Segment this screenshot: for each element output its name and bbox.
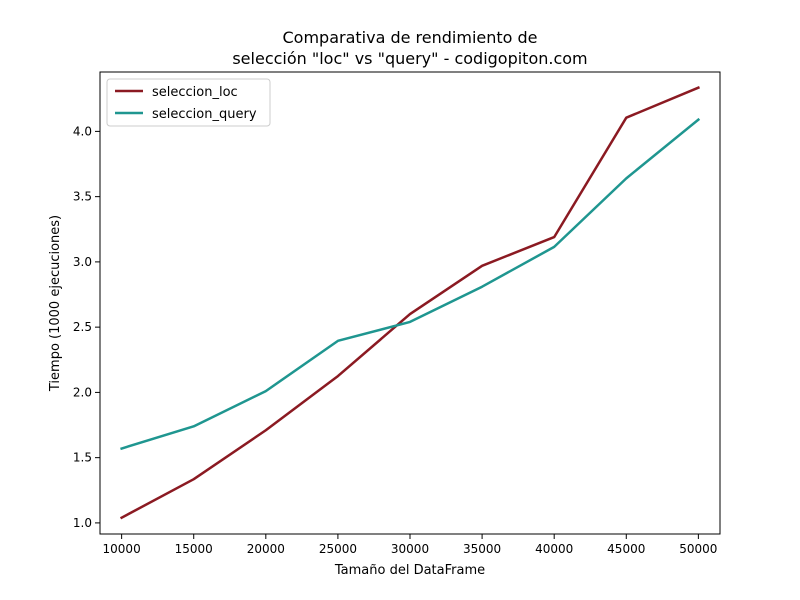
chart-title-line-1: Comparativa de rendimiento de xyxy=(282,28,537,47)
y-tick-label: 2.5 xyxy=(73,320,92,334)
x-axis-label: Tamaño del DataFrame xyxy=(334,563,485,578)
series-line-seleccion-loc xyxy=(119,86,701,520)
x-tick-label: 10000 xyxy=(103,542,141,556)
y-tick-label: 2.0 xyxy=(73,385,92,399)
x-axis-ticks: 10000 15000 20000 25000 30000 35000 40000 45000… xyxy=(103,534,717,556)
y-tick-label: 1.0 xyxy=(73,516,92,530)
x-tick-label: 25000 xyxy=(319,542,357,556)
x-tick-label: 20000 xyxy=(247,542,285,556)
legend: seleccion_loc seleccion_query xyxy=(106,78,271,127)
legend-label-seleccion-query: seleccion_query xyxy=(152,107,257,122)
series-lines xyxy=(119,86,701,520)
chart-title: Comparativa de rendimiento de selección … xyxy=(232,28,587,68)
x-tick-label: 40000 xyxy=(535,542,573,556)
y-tick-label: 4.0 xyxy=(73,124,92,138)
y-axis-label: Tiempo (1000 ejecuciones) xyxy=(48,215,63,392)
x-tick-label: 50000 xyxy=(679,542,717,556)
x-tick-label: 30000 xyxy=(391,542,429,556)
y-tick-label: 1.5 xyxy=(73,451,92,465)
x-tick-label: 15000 xyxy=(175,542,213,556)
series-line-seleccion-query xyxy=(120,117,701,451)
y-axis-ticks: 1.0 1.5 2.0 2.5 3.0 3.5 4.0 xyxy=(73,124,100,530)
legend-label-seleccion-loc: seleccion_loc xyxy=(152,85,238,100)
x-tick-label: 45000 xyxy=(607,542,645,556)
y-tick-label: 3.0 xyxy=(73,255,92,269)
legend-box xyxy=(106,78,271,127)
chart-title-line-2: selección "loc" vs "query" - codigopiton… xyxy=(232,49,587,68)
y-tick-label: 3.5 xyxy=(73,190,92,204)
x-tick-label: 35000 xyxy=(463,542,501,556)
